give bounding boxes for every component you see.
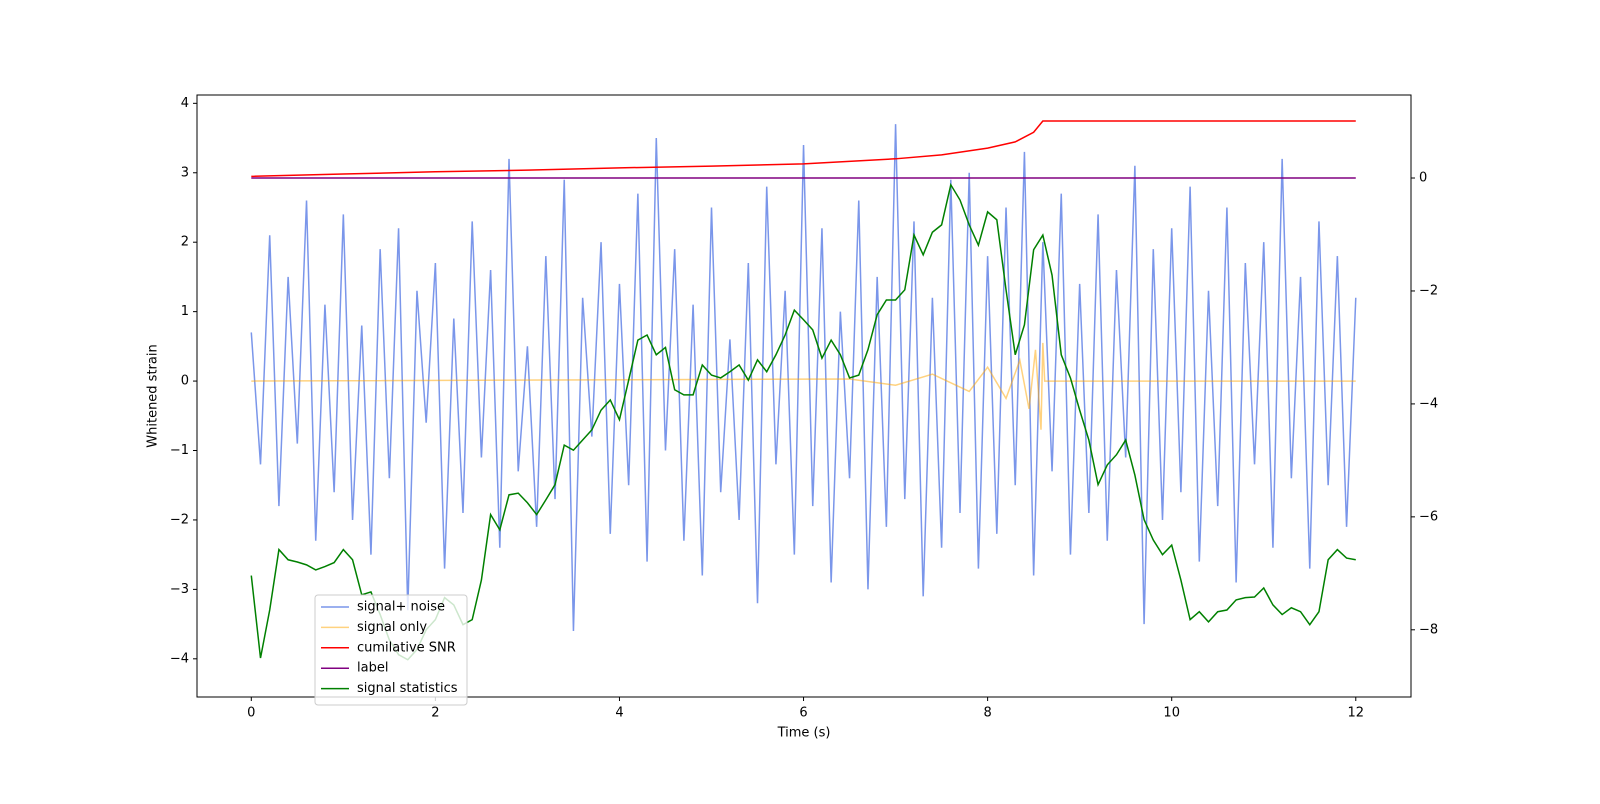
legend-label: signal only bbox=[357, 620, 427, 635]
y-tick-label: −4 bbox=[170, 651, 189, 666]
y-tick-label: 3 bbox=[181, 165, 189, 180]
y2-tick-label: −4 bbox=[1419, 396, 1438, 411]
y-axis-label: Whitened strain bbox=[146, 344, 161, 447]
y-tick-label: −1 bbox=[170, 443, 189, 458]
series-line bbox=[250, 124, 1357, 632]
legend: signal+ noise signal only cumilative SNR la… bbox=[314, 594, 468, 706]
y-tick-label: 1 bbox=[181, 304, 189, 319]
y-tick-label: 2 bbox=[181, 235, 189, 250]
legend-label: cumilative SNR bbox=[357, 640, 456, 655]
x-tick-label: 8 bbox=[983, 706, 991, 721]
y2-tick-label: −6 bbox=[1419, 509, 1438, 524]
y-tick-label: 0 bbox=[181, 374, 189, 389]
y-tick-label: −3 bbox=[170, 582, 189, 597]
legend-label: signal+ noise bbox=[357, 600, 445, 615]
x-tick-label: 6 bbox=[799, 706, 807, 721]
x-tick-label: 2 bbox=[431, 706, 439, 721]
x-axis-label: Time (s) bbox=[777, 726, 831, 741]
y-tick-label: 4 bbox=[181, 96, 189, 111]
series-line bbox=[251, 120, 1356, 178]
y2-tick-label: −2 bbox=[1419, 283, 1438, 298]
x-tick-label: 10 bbox=[1163, 706, 1180, 721]
y2-tick-label: 0 bbox=[1419, 171, 1427, 186]
y-tick-label: −2 bbox=[170, 512, 189, 527]
legend-box bbox=[314, 594, 468, 706]
series-line bbox=[251, 342, 1356, 430]
x-tick-label: 0 bbox=[247, 706, 255, 721]
x-tick-label: 4 bbox=[615, 706, 623, 721]
x-tick-label: 12 bbox=[1348, 706, 1365, 721]
y2-tick-label: −8 bbox=[1419, 622, 1438, 637]
legend-label: signal statistics bbox=[357, 681, 458, 696]
legend-label: label bbox=[357, 661, 388, 676]
